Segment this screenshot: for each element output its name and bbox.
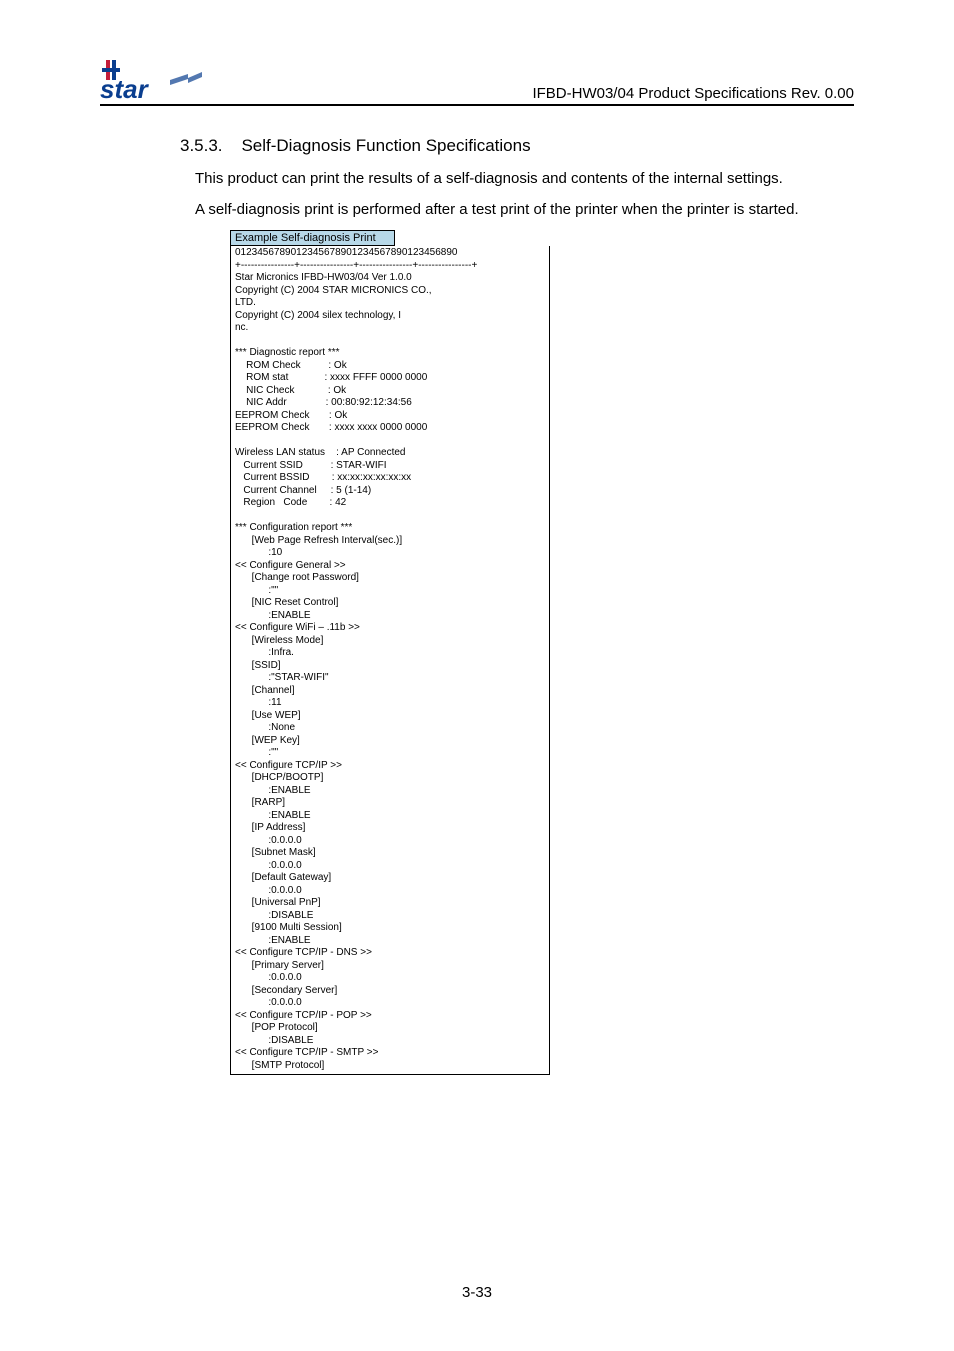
channel-cfg: [Channel] [252,685,295,696]
config-header: *** Configuration report *** [235,522,352,533]
change-pwd: [Change root Password] [252,572,359,583]
rom-check-label: ROM Check [246,360,300,371]
section-title-text: Self-Diagnosis Function Specifications [241,136,530,155]
page-container: star IFBD-HW03/04 Product Specifications… [0,0,954,1115]
multisession: [9100 Multi Session] [252,922,342,933]
nic-reset-val: :ENABLE [268,610,310,621]
channel-cfg-val: :11 [268,697,281,708]
dhcp: [DHCP/BOOTP] [252,772,324,783]
copyright2b: nc. [235,322,248,333]
nic-addr-val: : 00:80:92:12:34:56 [326,397,412,408]
separator-line: +----------------+----------------+-----… [235,260,477,271]
example-printout-box: Example Self-diagnosis Print 01234567890… [230,230,550,1075]
ip-addr-val: :0.0.0.0 [268,835,301,846]
cfg-smtp: << Configure TCP/IP - SMTP >> [235,1047,378,1058]
page-number: 3-33 [0,1284,954,1301]
wlan-status-val: : AP Connected [336,447,405,458]
primary-server-val: :0.0.0.0 [268,972,301,983]
smtp-proto: [SMTP Protocol] [252,1060,325,1071]
upnp-val: :DISABLE [268,910,313,921]
nic-addr-label: NIC Addr [246,397,287,408]
section-number: 3.5.3. [180,136,223,155]
rarp: [RARP] [252,797,285,808]
region-label: Region Code [243,497,307,508]
gateway-val: :0.0.0.0 [268,885,301,896]
eeprom-check-val: : Ok [329,410,347,421]
web-refresh-val: :10 [268,547,282,558]
secondary-server-val: :0.0.0.0 [268,997,301,1008]
rom-check-val: : Ok [328,360,346,371]
rarp-val: :ENABLE [268,810,310,821]
cfg-tcpip: << Configure TCP/IP >> [235,760,342,771]
copyright2a: Copyright (C) 2004 silex technology, I [235,310,401,321]
rom-stat-val: : xxxx FFFF 0000 0000 [324,372,427,383]
ip-addr: [IP Address] [252,822,306,833]
web-refresh: [Web Page Refresh Interval(sec.)] [252,535,402,546]
intro-line-2: A self-diagnosis print is performed afte… [195,199,854,220]
copyright1b: LTD. [235,297,256,308]
use-wep-val: :None [268,722,295,733]
wep-key: [WEP Key] [252,735,300,746]
use-wep: [Use WEP] [252,710,301,721]
nic-check-label: NIC Check [246,385,294,396]
wlan-status-label: Wireless LAN status [235,447,325,458]
pop-proto-val: :DISABLE [268,1035,313,1046]
eeprom-check-label: EEPROM Check [235,410,309,421]
svg-text:star: star [100,74,150,102]
copyright1a: Copyright (C) 2004 STAR MICRONICS CO., [235,285,432,296]
header-title: IFBD-HW03/04 Product Specifications Rev.… [532,85,854,102]
nic-reset: [NIC Reset Control] [252,597,339,608]
cfg-pop: << Configure TCP/IP - POP >> [235,1010,372,1021]
cfg-dns: << Configure TCP/IP - DNS >> [235,947,372,958]
multisession-val: :ENABLE [268,935,310,946]
channel-label: Current Channel [243,485,316,496]
product-line: Star Micronics IFBD-HW03/04 Ver 1.0.0 [235,272,412,283]
eeprom-check2-val: : xxxx xxxx 0000 0000 [329,422,427,433]
gateway: [Default Gateway] [252,872,331,883]
primary-server: [Primary Server] [252,960,324,971]
cfg-wifi: << Configure WiFi – .11b >> [235,622,360,633]
ssid-cfg-val: :"STAR-WIFI" [268,672,328,683]
eeprom-check2-label: EEPROM Check [235,422,309,433]
subnet: [Subnet Mask] [252,847,316,858]
pop-proto: [POP Protocol] [252,1022,318,1033]
change-pwd-val: :"" [268,585,278,596]
bssid-val: : xx:xx:xx:xx:xx:xx [332,472,411,483]
nic-check-val: : Ok [328,385,346,396]
subnet-val: :0.0.0.0 [268,860,301,871]
example-content: 0123456789012345678901234567890123456890… [230,246,550,1075]
rom-stat-label: ROM stat [246,372,288,383]
star-logo: star [100,58,220,102]
page-header: star IFBD-HW03/04 Product Specifications… [100,58,854,106]
wep-key-val: :"" [268,747,278,758]
channel-val: : 5 (1-14) [331,485,372,496]
secondary-server: [Secondary Server] [252,985,338,996]
upnp: [Universal PnP] [252,897,321,908]
ssid-val: : STAR-WIFI [331,460,387,471]
example-header: Example Self-diagnosis Print [230,230,395,246]
intro-line-1: This product can print the results of a … [195,168,854,189]
diag-header: *** Diagnostic report *** [235,347,340,358]
wireless-mode-val: :Infra. [268,647,294,658]
ssid-cfg: [SSID] [252,660,281,671]
ruler-line: 0123456789012345678901234567890123456890 [235,247,457,258]
region-val: : 42 [330,497,347,508]
cfg-general: << Configure General >> [235,560,346,571]
wireless-mode: [Wireless Mode] [252,635,324,646]
bssid-label: Current BSSID [243,472,309,483]
ssid-label: Current SSID [243,460,302,471]
dhcp-val: :ENABLE [268,785,310,796]
section-heading: 3.5.3. Self-Diagnosis Function Specifica… [180,136,854,156]
